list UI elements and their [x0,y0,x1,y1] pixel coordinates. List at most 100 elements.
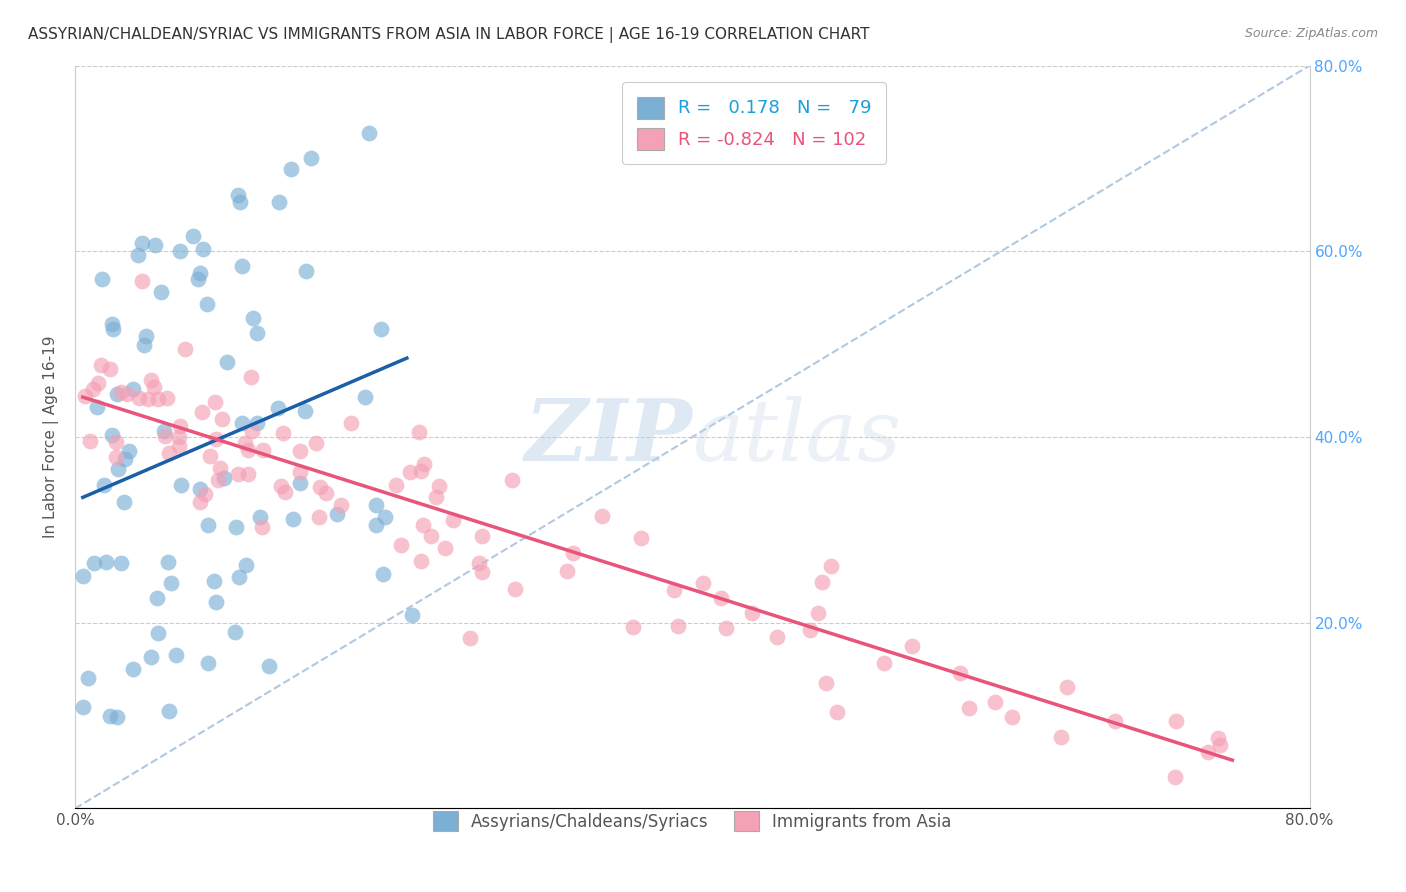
Point [98,362,121,376]
Point [231,259,253,273]
Point [236,442,259,457]
Point [364,517,387,532]
Point [72,569,94,583]
Point [664,582,686,597]
Point [441,513,464,527]
Point [212,471,235,485]
Point [187,272,209,286]
Point [105,387,128,401]
Point [433,541,456,555]
Point [188,494,211,508]
Text: ZIP: ZIP [524,395,692,479]
Point [118,443,141,458]
Point [308,509,330,524]
Point [148,392,170,407]
Point [167,430,190,444]
Legend: Assyrians/Chaldeans/Syriacs, Immigrants from Asia: Assyrians/Chaldeans/Syriacs, Immigrants … [419,797,965,845]
Point [229,194,252,209]
Point [169,244,191,258]
Point [152,425,174,439]
Point [169,419,191,434]
Text: atlas: atlas [692,396,901,478]
Text: Source: ZipAtlas.com: Source: ZipAtlas.com [1244,27,1378,40]
Point [101,428,124,442]
Point [692,576,714,591]
Point [131,274,153,288]
Point [384,478,406,492]
Point [281,512,304,526]
Point [710,591,733,606]
Point [1050,730,1073,744]
Point [766,630,789,644]
Point [299,151,322,165]
Point [139,650,162,665]
Point [110,385,132,400]
Point [127,248,149,262]
Point [236,467,259,482]
Point [170,478,193,492]
Point [741,606,763,620]
Point [228,569,250,583]
Point [340,416,363,430]
Point [224,624,246,639]
Point [225,519,247,533]
Point [399,465,422,479]
Point [90,359,112,373]
Point [73,389,96,403]
Point [411,554,433,568]
Point [145,238,167,252]
Point [93,478,115,492]
Y-axis label: In Labor Force | Age 16-19: In Labor Force | Age 16-19 [44,335,59,538]
Point [167,439,190,453]
Point [142,380,165,394]
Point [949,665,972,680]
Point [202,574,225,588]
Point [873,657,896,671]
Point [132,338,155,352]
Point [373,567,395,582]
Point [252,442,274,457]
Point [412,518,434,533]
Point [157,705,180,719]
Point [246,326,269,340]
Point [98,709,121,723]
Point [103,322,125,336]
Point [165,648,187,662]
Point [370,322,392,336]
Point [181,228,204,243]
Point [101,318,124,332]
Point [197,656,219,670]
Point [190,266,212,280]
Point [209,460,232,475]
Point [233,435,256,450]
Point [1197,746,1219,760]
Point [139,373,162,387]
Point [353,390,375,404]
Point [79,434,101,448]
Point [83,556,105,570]
Point [815,676,838,690]
Point [159,575,181,590]
Point [288,466,311,480]
Point [471,529,494,543]
Point [197,517,219,532]
Point [807,606,830,620]
Point [231,416,253,430]
Point [374,509,396,524]
Point [136,392,159,406]
Point [468,556,491,570]
Point [198,449,221,463]
Point [207,473,229,487]
Point [121,382,143,396]
Point [666,618,689,632]
Point [145,591,167,605]
Point [82,382,104,396]
Point [204,395,226,409]
Point [270,478,292,492]
Point [239,369,262,384]
Point [173,342,195,356]
Point [128,391,150,405]
Point [288,443,311,458]
Point [257,658,280,673]
Point [408,425,430,439]
